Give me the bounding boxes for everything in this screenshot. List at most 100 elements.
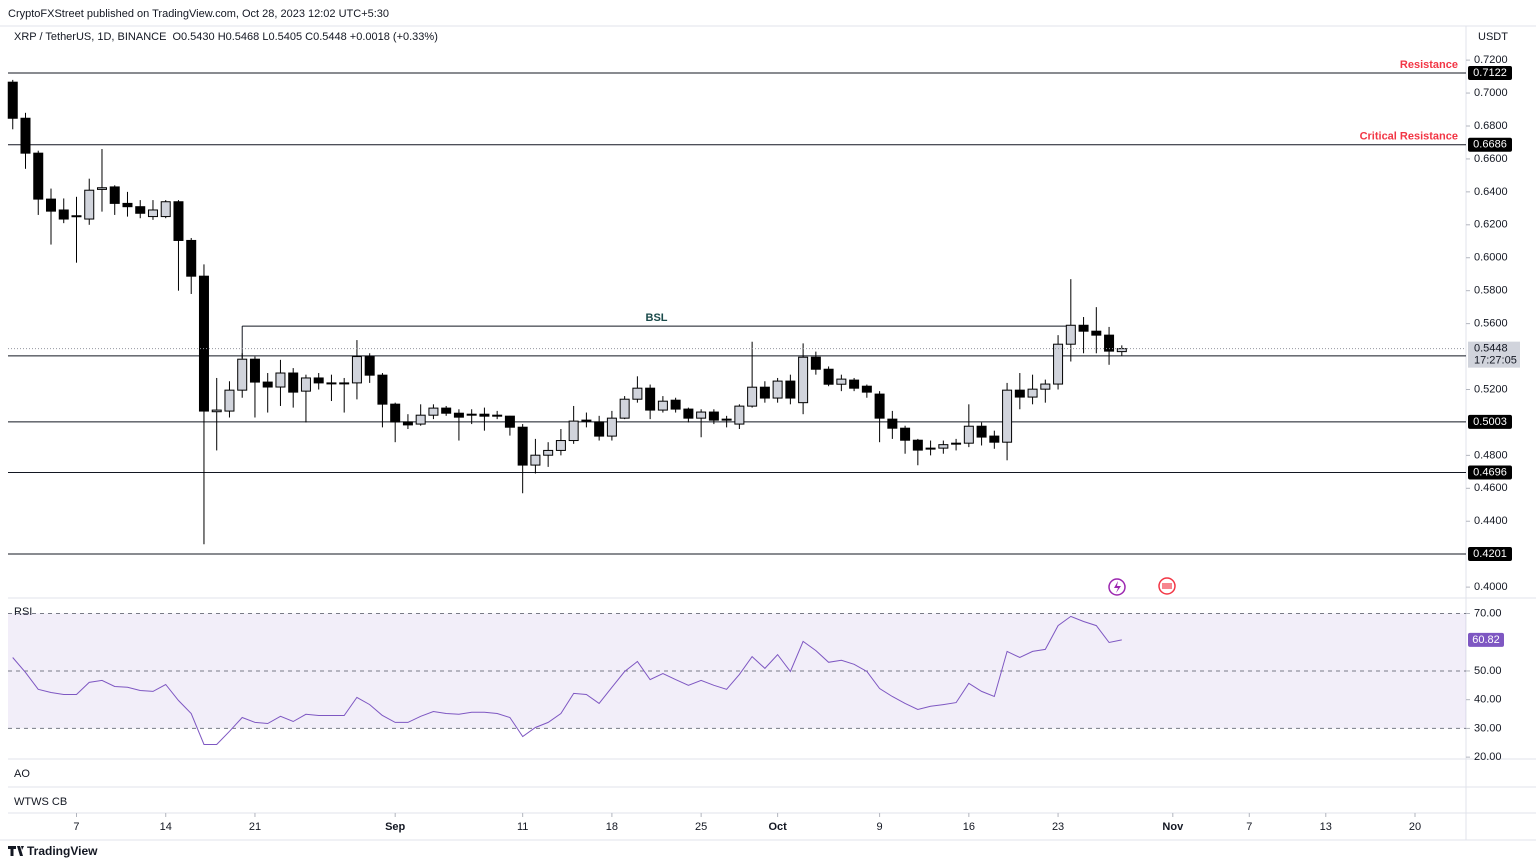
candle-body [861, 385, 872, 393]
candle-body [632, 387, 643, 400]
level-label: 0.4201 [1473, 548, 1507, 560]
candle-body [887, 418, 898, 429]
event-icon-bolt [1114, 581, 1121, 593]
rsi-value-box [1468, 632, 1504, 647]
candle-body [708, 411, 719, 421]
candle-body [581, 419, 592, 422]
candle-body [657, 400, 668, 411]
candle-body [453, 412, 464, 418]
candle-body [466, 413, 477, 416]
candle-body [759, 386, 770, 399]
candle-body [390, 403, 401, 423]
candle-body [594, 421, 605, 437]
candle-body [45, 198, 56, 212]
candle-body [288, 372, 299, 393]
candle-body [339, 382, 350, 385]
candle-body [492, 414, 503, 417]
candle-body [402, 421, 413, 426]
candle-body [989, 435, 1000, 443]
level-label: 0.4696 [1473, 466, 1507, 478]
y-tick-label: 70.00 [1474, 607, 1502, 619]
level-label-box [1468, 547, 1512, 562]
candle-body [147, 209, 158, 218]
candle-body [938, 444, 949, 449]
x-tick-label: 18 [606, 821, 618, 833]
x-tick-label: 7 [73, 821, 79, 833]
countdown: 17:27:05 [1474, 355, 1517, 367]
rsi-line [12, 615, 1122, 745]
candle-body [313, 377, 324, 384]
candle-body [696, 411, 707, 419]
level-label: 0.6686 [1473, 139, 1507, 151]
y-tick-label: 0.6600 [1474, 153, 1508, 165]
x-tick-label: 7 [1246, 821, 1252, 833]
candle-body [530, 454, 541, 466]
candle-body [428, 407, 439, 416]
y-tick-label: 0.6400 [1474, 186, 1508, 198]
candle-body [173, 201, 184, 241]
logo-mark [8, 846, 24, 856]
y-tick-label: 0.4400 [1474, 515, 1508, 527]
candle-body [415, 414, 426, 425]
candle-body [747, 386, 758, 407]
candle-body [249, 358, 260, 383]
x-tick-label: Nov [1162, 821, 1184, 833]
candle-body [377, 374, 388, 405]
candle-body [20, 117, 31, 154]
candle-body [619, 398, 630, 419]
event-icon[interactable] [1108, 578, 1126, 596]
candle-body [1002, 389, 1013, 443]
candle-body [543, 449, 554, 456]
pane-title: AO [14, 768, 30, 780]
candle-body [351, 356, 362, 384]
candle-body [925, 447, 936, 450]
candle-body [836, 378, 847, 385]
ohlc-legend: O0.5430 H0.5468 L0.5405 C0.5448 +0.0018 … [172, 31, 437, 43]
candle-body [479, 413, 490, 417]
x-tick-label: 16 [963, 821, 975, 833]
candle-body [186, 239, 197, 277]
currency: USDT [1478, 31, 1508, 43]
x-tick-label: 11 [517, 821, 528, 833]
candle-body [1091, 330, 1102, 336]
candle-body [849, 379, 860, 389]
candle-body [1027, 388, 1038, 398]
candle-body [734, 405, 745, 425]
x-tick-label: 21 [249, 821, 261, 833]
candle-body [33, 152, 44, 200]
y-tick-label: 0.7200 [1474, 54, 1508, 66]
price-label: 0.5448 [1474, 343, 1508, 355]
candle-body [7, 81, 18, 119]
candle-body [798, 356, 809, 404]
candle-body [606, 417, 617, 437]
candle-body [772, 380, 783, 399]
y-tick-label: 0.5200 [1474, 383, 1508, 395]
level-annotation: Resistance [1400, 59, 1458, 71]
candle-body [441, 407, 452, 414]
candle-body [568, 420, 579, 442]
candle-body [275, 372, 286, 388]
y-tick-label: 40.00 [1474, 694, 1502, 706]
candle-body [1040, 383, 1051, 390]
event-icon-flag [1162, 583, 1172, 589]
symbol-title: XRP / TetherUS, 1D, BINANCE O0.5430 H0.54… [14, 31, 438, 43]
candle-body [1078, 324, 1089, 332]
candle-body [1104, 334, 1115, 352]
candle-body [96, 187, 107, 190]
candle-body [810, 356, 821, 370]
candle-body [326, 382, 337, 385]
candle-body [555, 440, 566, 451]
level-label-box [1468, 414, 1512, 429]
candle-body [912, 439, 923, 451]
x-tick-label: 14 [160, 821, 172, 833]
candle-body [160, 201, 171, 218]
y-tick-label: 0.4000 [1474, 581, 1508, 593]
candle-body [84, 189, 95, 220]
y-tick-label: 0.4800 [1474, 449, 1508, 461]
y-tick-label: 0.4600 [1474, 482, 1508, 494]
candle-body [951, 442, 962, 445]
pane-title: WTWS CB [14, 796, 67, 808]
price-label-box [1468, 341, 1520, 368]
x-tick-label: Oct [768, 821, 787, 833]
